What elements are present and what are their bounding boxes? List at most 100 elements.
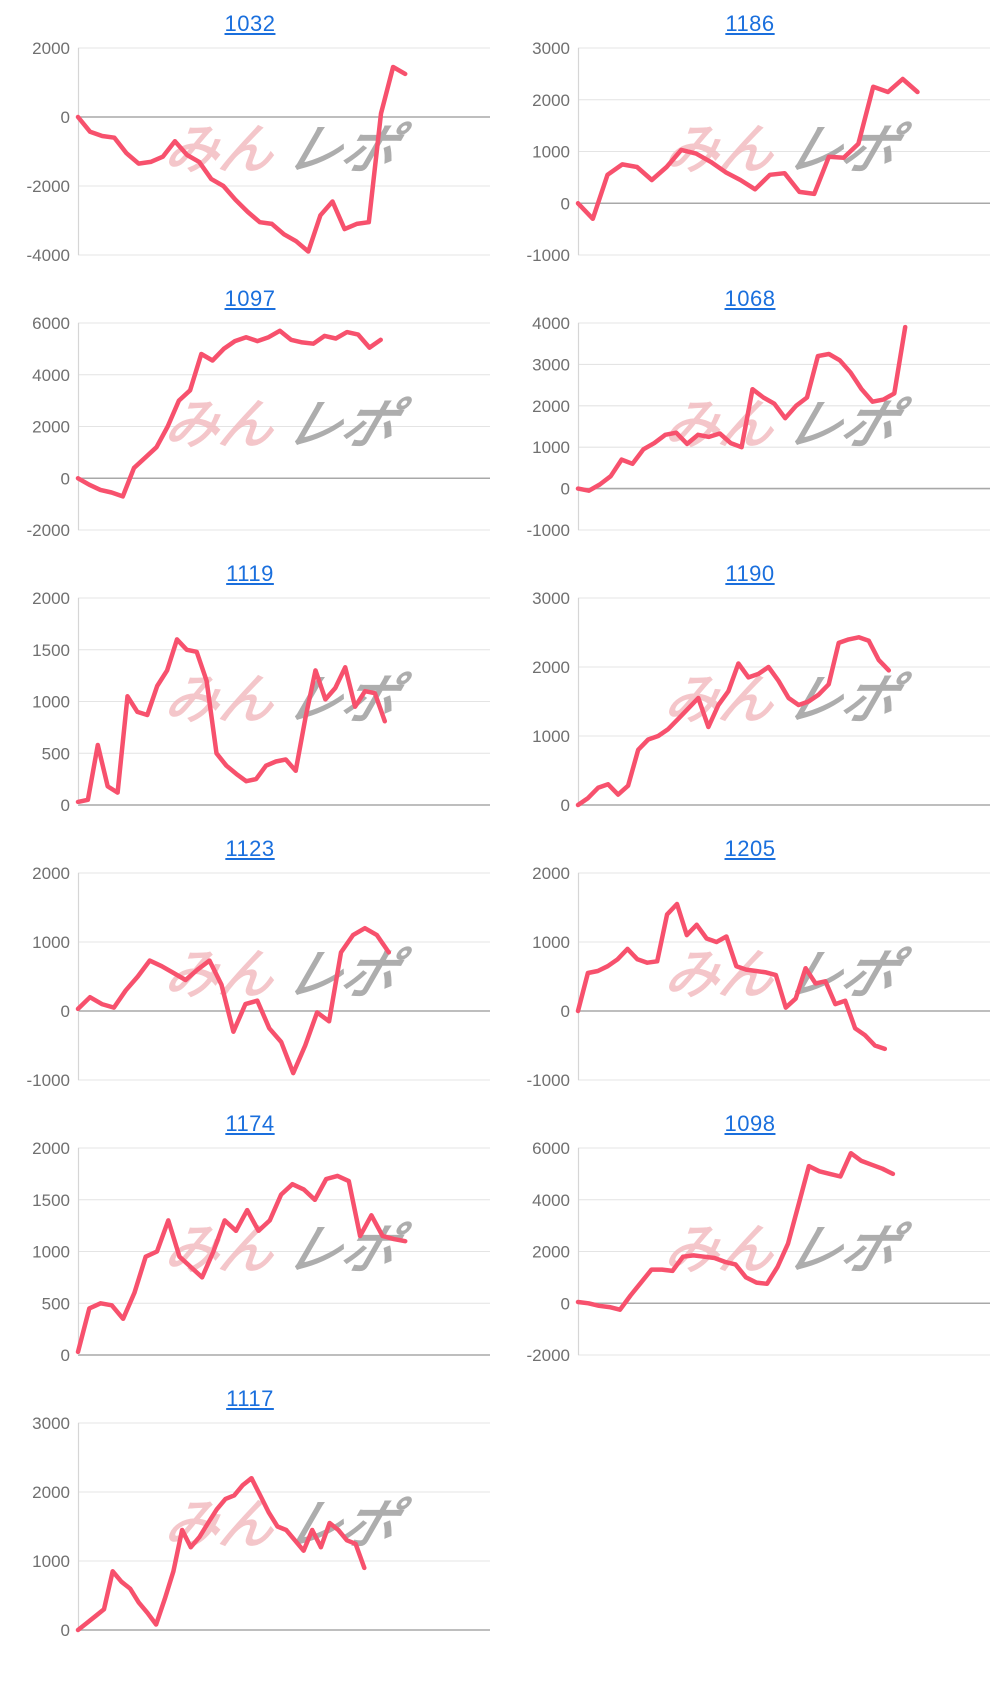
y-tick-label: 1000 [532, 727, 570, 746]
y-tick-label: 0 [561, 194, 570, 213]
y-tick-label: 0 [61, 796, 70, 815]
y-tick-label: 3000 [532, 590, 570, 608]
series-line [575, 901, 888, 1052]
chart-title-link[interactable]: 1117 [226, 1386, 274, 1411]
watermark-gray: レポ [779, 944, 915, 1004]
series-line [75, 328, 383, 499]
chart-title-link[interactable]: 1123 [225, 836, 275, 861]
chart-card: 1032 2000 0 -2000 -4000 みん レポ [0, 2, 500, 277]
series-line [575, 1150, 896, 1312]
chart-card: 1068 4000 3000 2000 1000 0 -1000 みん レポ [500, 277, 1000, 552]
chart-title-link[interactable]: 1032 [224, 11, 276, 36]
y-tick-label: 0 [61, 108, 70, 127]
watermark-gray-text: レポ [779, 1219, 915, 1279]
chart-card: 1174 2000 1500 1000 500 0 みん レポ [0, 1102, 500, 1377]
watermark-pink: みん [661, 395, 779, 455]
chart-card: 1123 2000 1000 0 -1000 みん レポ [0, 827, 500, 1102]
y-tick-label: 0 [561, 1294, 570, 1313]
y-tick-label: 1000 [32, 693, 70, 712]
y-tick-label: 2000 [32, 1140, 70, 1158]
y-tick-label: 500 [42, 744, 70, 763]
watermark-gray-text: レポ [279, 1219, 415, 1279]
y-tick-label: 1000 [532, 933, 570, 952]
watermark-gray-text: レポ [779, 944, 915, 1004]
watermark-gray: レポ [279, 394, 415, 454]
y-tick-label: 0 [61, 1346, 70, 1365]
chart-title-link[interactable]: 1097 [224, 286, 276, 311]
series-line [575, 324, 908, 493]
watermark-gray-text: レポ [279, 944, 415, 1004]
watermark-gray: レポ [279, 1219, 415, 1279]
y-tick-label: 0 [61, 1002, 70, 1021]
y-tick-label: 6000 [532, 1140, 570, 1158]
y-tick-label: 2000 [532, 397, 570, 416]
y-tick-label: 0 [61, 469, 70, 488]
y-tick-label: -1000 [527, 521, 570, 540]
chart-title-row: 1117 [0, 1377, 500, 1415]
chart-title-row: 1123 [0, 827, 500, 865]
chart-title-row: 1190 [500, 552, 1000, 590]
watermark-gray: レポ [279, 119, 415, 179]
y-tick-label: -1000 [527, 1071, 570, 1090]
y-tick-label: 2000 [32, 865, 70, 883]
y-tick-label: 3000 [532, 40, 570, 58]
chart-card: 1097 6000 4000 2000 0 -2000 みん レポ [0, 277, 500, 552]
watermark-gray: レポ [279, 944, 415, 1004]
chart-title-row: 1032 [0, 2, 500, 40]
chart-title-link[interactable]: 1205 [724, 836, 776, 861]
y-tick-label: 1000 [532, 143, 570, 162]
y-tick-label: 0 [61, 1621, 70, 1640]
y-tick-label: 2000 [532, 91, 570, 110]
y-tick-label: 3000 [32, 1415, 70, 1433]
chart-title-link[interactable]: 1190 [725, 561, 775, 586]
chart-title-link[interactable]: 1186 [725, 11, 775, 36]
y-tick-label: 2000 [532, 865, 570, 883]
chart-title-row: 1119 [0, 552, 500, 590]
chart-plot: 2000 0 -2000 -4000 みん レポ [27, 40, 490, 265]
chart-plot: 6000 4000 2000 0 -2000 みん レポ [27, 315, 490, 540]
y-tick-label: 1000 [32, 1243, 70, 1262]
y-tick-label: -1000 [527, 246, 570, 265]
watermark-pink: みん [161, 120, 279, 180]
y-tick-label: 1000 [32, 933, 70, 952]
chart-title-link[interactable]: 1119 [226, 561, 274, 586]
y-tick-label: 0 [561, 480, 570, 499]
watermark-pink-text: みん [161, 120, 279, 180]
watermark-gray: レポ [779, 119, 915, 179]
chart-plot: 2000 1000 0 -1000 みん レポ [527, 865, 990, 1090]
chart-title-link[interactable]: 1068 [724, 286, 776, 311]
watermark-gray-text: レポ [779, 669, 915, 729]
chart-title-row: 1098 [500, 1102, 1000, 1140]
y-tick-label: 500 [42, 1294, 70, 1313]
series-line [75, 1475, 367, 1633]
chart-card: 1098 6000 4000 2000 0 -2000 みん レポ [500, 1102, 1000, 1377]
watermark-gray-text: レポ [779, 119, 915, 179]
y-tick-label: 0 [561, 1002, 570, 1021]
watermark-pink-text: みん [661, 395, 779, 455]
watermark-pink-text: みん [661, 1220, 779, 1280]
chart-title-row: 1068 [500, 277, 1000, 315]
watermark-gray: レポ [779, 1219, 915, 1279]
series-line [75, 637, 388, 805]
y-tick-label: 6000 [32, 315, 70, 333]
y-tick-label: 1500 [32, 641, 70, 660]
y-tick-label: 2000 [32, 418, 70, 437]
chart-title-row: 1174 [0, 1102, 500, 1140]
y-tick-label: -2000 [27, 521, 70, 540]
chart-card: 1205 2000 1000 0 -1000 みん レポ [500, 827, 1000, 1102]
watermark-pink: みん [161, 670, 279, 730]
series-line [75, 1173, 408, 1355]
series-line [575, 76, 920, 222]
y-tick-label: 0 [561, 796, 570, 815]
chart-title-row: 1205 [500, 827, 1000, 865]
y-tick-label: 2000 [532, 1243, 570, 1262]
y-tick-label: 1000 [532, 438, 570, 457]
watermark-gray-text: レポ [279, 394, 415, 454]
y-tick-label: -4000 [27, 246, 70, 265]
chart-title-row: 1186 [500, 2, 1000, 40]
chart-title-link[interactable]: 1098 [724, 1111, 776, 1136]
chart-title-link[interactable]: 1174 [225, 1111, 275, 1136]
